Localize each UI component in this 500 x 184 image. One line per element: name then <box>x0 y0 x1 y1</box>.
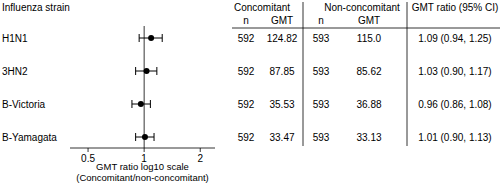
sub-header: GMT <box>358 15 380 26</box>
x-tick <box>144 148 145 152</box>
point <box>142 134 148 140</box>
x-axis <box>70 148 215 149</box>
group-header: Concomitant <box>234 2 290 13</box>
x-axis-title: (Concomitant/non-concomitant) <box>76 172 209 183</box>
strain-label: 3HN2 <box>2 66 28 77</box>
table-cell: 33.13 <box>356 132 381 143</box>
forest-plot: Influenza strain H1N1 3HN2 B-Victoria B-Yama… <box>0 0 500 184</box>
x-tick-label: 0.5 <box>81 153 95 164</box>
table-cell: 1.09 (0.94, 1.25) <box>418 33 491 44</box>
table-cell: 592 <box>238 99 255 110</box>
table-cell: 87.85 <box>269 66 294 77</box>
table-cell: 115.0 <box>357 33 382 44</box>
x-axis-title: GMT ratio log10 scale <box>96 161 189 172</box>
reference-line <box>144 26 145 148</box>
point <box>144 68 150 74</box>
group-header: GMT ratio (95% CI) <box>412 2 499 13</box>
header-rule <box>232 28 500 29</box>
table-cell: 85.62 <box>356 66 381 77</box>
x-tick-label: 2 <box>197 153 203 164</box>
sub-header: GMT <box>271 15 293 26</box>
ci-cap <box>139 34 140 42</box>
table-cell: 0.96 (0.86, 1.08) <box>418 99 491 110</box>
table-cell: 593 <box>313 99 330 110</box>
ci-cap <box>162 34 163 42</box>
table-cell: 593 <box>313 66 330 77</box>
ci-cap <box>154 133 155 141</box>
column-divider <box>407 2 408 146</box>
table-cell: 33.47 <box>269 132 294 143</box>
ci-cap <box>156 67 157 75</box>
strain-label: B-Yamagata <box>2 132 57 143</box>
sub-header: n <box>243 15 249 26</box>
strain-label: H1N1 <box>2 33 28 44</box>
sub-header: n <box>318 15 324 26</box>
row-header: Influenza strain <box>2 2 70 13</box>
ci-cap <box>135 133 136 141</box>
strain-label: B-Victoria <box>2 99 46 110</box>
table-cell: 592 <box>238 66 255 77</box>
x-tick <box>200 148 201 152</box>
marks <box>132 34 162 141</box>
point <box>148 35 154 41</box>
table-cell: 124.82 <box>267 33 298 44</box>
table-cell: 593 <box>313 132 330 143</box>
table-cell: 36.88 <box>356 99 381 110</box>
table-cell: 592 <box>238 132 255 143</box>
ci-cap <box>131 100 132 108</box>
ci-cap <box>135 67 136 75</box>
table-cell: 1.03 (0.90, 1.17) <box>418 66 491 77</box>
table-cell: 35.53 <box>269 99 294 110</box>
table-cell: 1.01 (0.90, 1.13) <box>418 132 491 143</box>
x-tick <box>88 148 89 152</box>
table-cell: 593 <box>313 33 330 44</box>
column-divider <box>303 2 304 146</box>
ci-cap <box>150 100 151 108</box>
table-cell: 592 <box>238 33 255 44</box>
group-header: Non-concomitant <box>324 2 400 13</box>
point <box>138 101 144 107</box>
